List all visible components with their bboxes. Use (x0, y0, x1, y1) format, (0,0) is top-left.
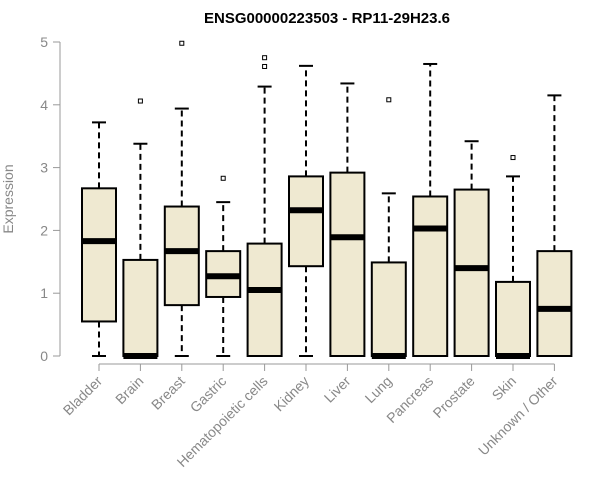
y-tick-label: 2 (40, 222, 48, 238)
box-unknown-other (536, 94, 573, 357)
y-tick-label: 5 (40, 34, 48, 50)
box-hematopoietic-cells (246, 55, 283, 357)
chart-title: ENSG00000223503 - RP11-29H23.6 (204, 10, 450, 27)
y-axis-label: Expression (0, 164, 16, 233)
boxes (81, 40, 573, 359)
y-tick-label: 0 (40, 348, 48, 364)
box-iqr (122, 258, 159, 357)
box-pancreas (412, 62, 449, 357)
box-breast (163, 40, 200, 357)
box-iqr (412, 195, 449, 357)
y-tick-label: 4 (40, 97, 48, 113)
outlier-point (262, 55, 268, 61)
box-kidney (288, 64, 324, 357)
outlier-point (137, 98, 143, 104)
box-iqr (81, 187, 117, 323)
x-tick-label: Liver (321, 373, 354, 406)
x-tick-label: Prostate (430, 373, 478, 421)
x-tick-label: Lung (362, 373, 395, 406)
box-brain (122, 98, 159, 359)
x-tick-label: Brain (112, 373, 146, 407)
box-gastric (205, 175, 242, 357)
box-prostate (453, 140, 490, 357)
x-tick-label: Bladder (60, 373, 106, 419)
y-tick-label: 3 (40, 160, 48, 176)
x-tick-label: Kidney (271, 373, 313, 415)
box-liver (329, 82, 366, 357)
box-iqr (288, 175, 324, 268)
outlier-point (179, 40, 185, 46)
outlier-point (220, 175, 226, 181)
box-iqr (453, 188, 490, 357)
box-lung (370, 97, 407, 359)
outlier-point (386, 97, 392, 103)
box-iqr (370, 261, 407, 358)
box-iqr (163, 205, 200, 307)
y-tick-label: 1 (40, 285, 48, 301)
outlier-point (510, 155, 516, 161)
box-iqr (495, 280, 531, 357)
box-skin (495, 155, 531, 359)
x-tick-label: Breast (148, 373, 188, 413)
y-axis: 0 1 2 3 4 5 (40, 34, 61, 364)
outlier-point (262, 63, 268, 69)
box-bladder (81, 121, 117, 357)
box-iqr (246, 242, 283, 357)
x-tick-label: Skin (489, 373, 520, 404)
box-iqr (329, 171, 366, 357)
box-iqr (536, 250, 573, 357)
x-tick-label: Unknown / Other (475, 373, 561, 459)
